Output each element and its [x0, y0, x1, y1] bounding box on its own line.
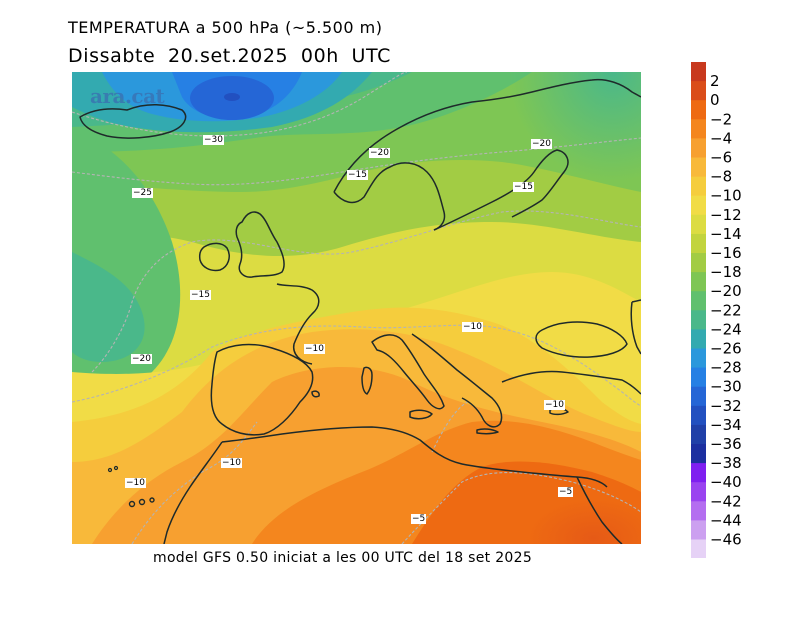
coast-balkans-greece	[411, 333, 503, 428]
legend-swatch	[691, 482, 706, 502]
legend-swatch	[691, 272, 706, 292]
legend-swatch	[691, 81, 706, 101]
legend-swatch	[691, 253, 706, 273]
legend-label: −4	[710, 129, 732, 147]
legend-swatch	[691, 176, 706, 197]
coast-north-africa	[221, 426, 608, 488]
legend-label: −6	[710, 149, 732, 167]
model-run-caption: model GFS 0.50 iniciat a les 00 UTC del …	[153, 550, 533, 566]
isotherm-label: −10	[304, 344, 325, 354]
azores-islands	[107, 465, 119, 473]
legend-label: −14	[710, 225, 742, 243]
coastlines	[79, 78, 641, 544]
color-scale-legend: 20−2−4 −6−8−10−12−14−16−18−20−22−24 −26−28…	[691, 62, 742, 558]
legend-swatch	[691, 539, 706, 558]
legend-swatch	[691, 367, 706, 388]
coast-iberia	[210, 343, 314, 436]
coast-sicily	[409, 409, 433, 420]
coast-red-sea	[576, 476, 623, 544]
field-atlantic-trough-core	[72, 252, 145, 362]
isotherm-label: −25	[132, 188, 153, 198]
isotherm-label: −15	[190, 290, 211, 300]
legend-swatch	[691, 424, 706, 445]
legend-swatch	[691, 405, 706, 426]
legend-swatch	[691, 214, 706, 235]
legend-swatch	[691, 100, 706, 120]
legend-label: −46	[710, 531, 742, 549]
canary-islands	[128, 497, 155, 508]
legend-swatch	[691, 463, 706, 483]
legend-swatch	[691, 233, 706, 254]
legend-label: −36	[710, 435, 742, 453]
legend-swatch	[691, 195, 706, 216]
legend-label: −12	[710, 206, 742, 224]
legend-swatch	[691, 119, 706, 139]
isotherm-label: −20	[369, 148, 390, 158]
legend-label: −26	[710, 340, 742, 358]
coast-baltic	[433, 149, 569, 231]
coast-britain	[235, 211, 285, 278]
coast-france	[276, 283, 320, 365]
coast-sardinia-corsica	[361, 366, 373, 395]
legend-label: −28	[710, 359, 742, 377]
legend-swatch	[691, 157, 706, 177]
coast-scandinavia	[333, 78, 641, 231]
coast-caspian	[630, 299, 641, 355]
temperature-map	[72, 72, 641, 544]
legend-swatch	[691, 62, 706, 82]
isotherm-label: −5	[558, 487, 574, 497]
coast-ireland	[198, 242, 230, 272]
legend-label: −24	[710, 320, 742, 338]
legend-swatch	[691, 291, 706, 311]
isotherm-label: −15	[513, 182, 534, 192]
coast-turkey-levant	[501, 370, 641, 395]
legend-label: −8	[710, 168, 732, 186]
legend-label: −42	[710, 492, 742, 510]
legend-label: −34	[710, 416, 742, 434]
map-subtitle-datetime: Dissabte 20.set.2025 00h UTC	[68, 45, 392, 67]
legend-label: 2	[710, 72, 720, 90]
legend-label: −18	[710, 263, 742, 281]
coast-black-sea	[535, 321, 628, 358]
legend-swatch	[691, 329, 706, 349]
isotherm-label: −15	[347, 170, 368, 180]
coast-crete	[476, 428, 499, 435]
legend-label: −38	[710, 454, 742, 472]
legend-swatch	[691, 520, 706, 540]
legend-swatch	[691, 444, 706, 464]
legend-swatch	[691, 138, 706, 158]
field-hot-southeast	[452, 432, 641, 544]
isotherm-label: −10	[544, 400, 565, 410]
legend-label: −20	[710, 282, 742, 300]
legend-swatch	[691, 310, 706, 330]
legend-label: −16	[710, 244, 742, 262]
field-northeast-green	[452, 72, 641, 272]
legend-label: 0	[710, 91, 720, 109]
legend-label: −22	[710, 301, 742, 319]
coast-west-africa	[163, 441, 223, 544]
coast-italy	[371, 334, 445, 410]
isotherm-label: −10	[125, 478, 146, 488]
isotherm-label: −5	[411, 514, 427, 524]
coast-balearic	[311, 390, 320, 398]
isotherm-label: −10	[462, 322, 483, 332]
field-low-center	[224, 93, 240, 101]
legend-swatch	[691, 386, 706, 407]
isotherm-label: −30	[203, 135, 224, 145]
coast-iceland	[79, 104, 187, 139]
legend-label: −30	[710, 378, 742, 396]
legend-swatch	[691, 501, 706, 521]
isotherm-label: −20	[131, 354, 152, 364]
legend-label: −32	[710, 397, 742, 415]
map-title: TEMPERATURA a 500 hPa (~5.500 m)	[68, 18, 383, 37]
ara-cat-logo: ara.cat	[90, 84, 165, 108]
legend-label: −10	[710, 187, 742, 205]
isotherm-label: −20	[531, 139, 552, 149]
legend-label: −2	[710, 110, 732, 128]
isotherm-label: −10	[221, 458, 242, 468]
legend-label: −44	[710, 511, 742, 529]
legend-swatch	[691, 348, 706, 368]
legend-label: −40	[710, 473, 742, 491]
